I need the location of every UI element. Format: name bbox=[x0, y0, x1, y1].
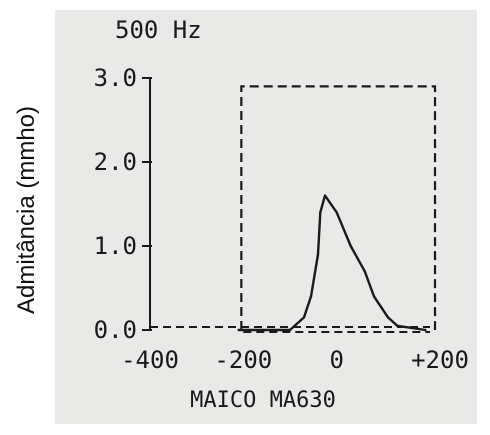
data-point bbox=[424, 328, 427, 332]
y-tick-label: 3.0 bbox=[94, 64, 137, 92]
series-group bbox=[237, 194, 427, 332]
data-point bbox=[335, 211, 338, 214]
y-tick-label: 2.0 bbox=[94, 148, 137, 176]
data-point bbox=[323, 194, 327, 197]
data-point bbox=[372, 295, 376, 298]
x-tick-label: 0 bbox=[329, 346, 343, 374]
data-point bbox=[363, 270, 366, 273]
dashed-box-annotation bbox=[150, 85, 437, 333]
screen-background bbox=[55, 10, 477, 424]
y-tick-label: 0.0 bbox=[94, 316, 137, 344]
data-point bbox=[288, 328, 292, 332]
data-point bbox=[237, 328, 240, 332]
dashed-box bbox=[240, 85, 437, 330]
y-axis-label-wrap: Admitância (mmho) bbox=[12, 40, 42, 380]
chart-title: 500 Hz bbox=[115, 16, 202, 44]
data-point bbox=[396, 324, 399, 327]
axis-ticks: 0.0 1.0 2.0 3.0 -400 -200 0 +200 bbox=[94, 64, 469, 374]
x-tick-label: -200 bbox=[214, 346, 272, 374]
x-axis-label: MAICO MA630 bbox=[190, 388, 336, 413]
data-point bbox=[349, 244, 352, 248]
data-point bbox=[316, 253, 320, 256]
data-point bbox=[302, 316, 306, 319]
y-axis-label: Admitância (mmho) bbox=[13, 105, 40, 315]
data-point bbox=[386, 316, 390, 319]
series-line bbox=[238, 194, 426, 332]
y-tick-label: 1.0 bbox=[94, 232, 137, 260]
data-point bbox=[319, 211, 322, 214]
x-tick-label: +200 bbox=[411, 346, 469, 374]
x-tick-label: -400 bbox=[121, 346, 179, 374]
data-point bbox=[309, 295, 313, 298]
